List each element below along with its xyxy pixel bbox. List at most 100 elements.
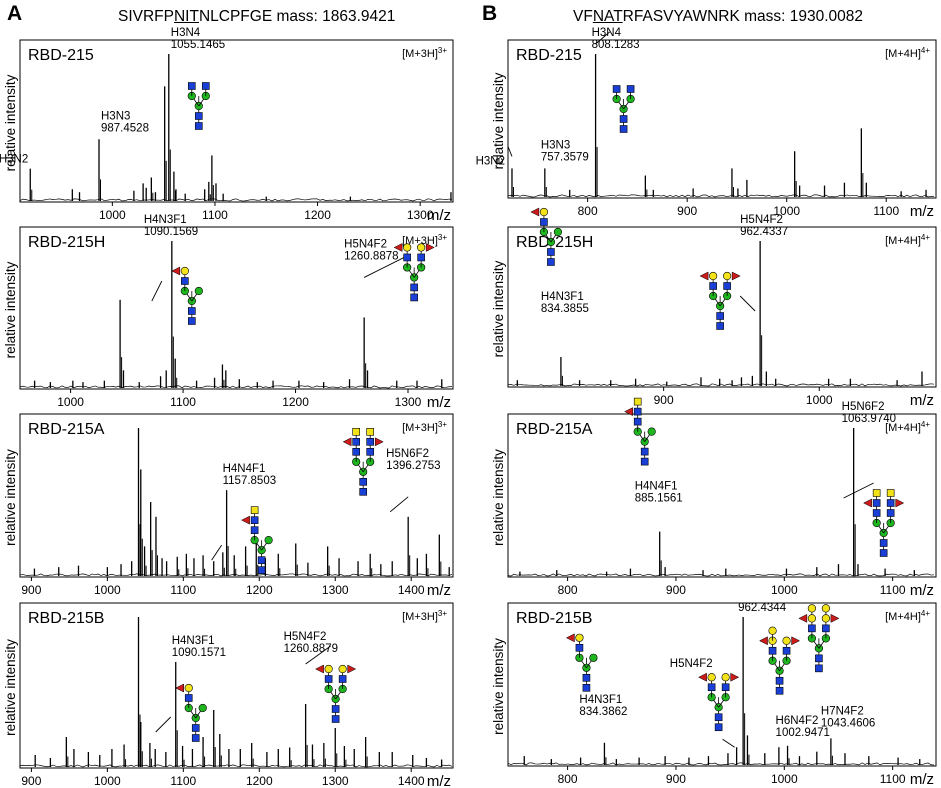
galactose-circle <box>539 207 549 217</box>
ion-state-charge: 3+ <box>438 233 447 242</box>
annotation-leader <box>722 738 735 748</box>
x-tick-label: 1000 <box>94 774 121 788</box>
fucose-triangle <box>863 498 872 508</box>
peak-annotation: H3N3 <box>541 139 570 151</box>
baseline-noise <box>507 194 935 198</box>
ion-state: [M+3H]3+ <box>402 233 447 248</box>
peak-annotation: H3N4 <box>592 27 622 39</box>
x-tick-label: 900 <box>654 393 674 407</box>
glcnac-square <box>716 312 724 320</box>
peak-annotation: H7N4F2 <box>821 705 864 717</box>
ion-state-charge: 4+ <box>921 46 930 55</box>
column-title-a-post: NLCPFGE mass: 1863.9421 <box>198 8 396 25</box>
peak-annotation: H4N3F1 <box>579 694 622 706</box>
x-tick-label: 1300 <box>407 208 434 222</box>
annotation-leader <box>507 146 513 157</box>
peak-annotation: H4N3F1 <box>541 291 584 303</box>
x-tick-label: 1100 <box>880 772 906 786</box>
glcnac-square <box>359 487 367 496</box>
glcnac-square <box>640 447 649 456</box>
glcnac-square <box>366 427 374 436</box>
y-axis-label: relative intensity <box>491 260 506 357</box>
x-axis-label: m/z <box>910 203 934 220</box>
fucose-triangle <box>791 636 801 646</box>
peak-annotation: 1063.9740 <box>842 413 896 425</box>
x-tick-label: 1200 <box>246 583 273 597</box>
ion-state-charge: 3+ <box>438 420 447 429</box>
fucose-triangle <box>565 633 575 643</box>
annotation-leader <box>843 482 874 499</box>
annotation-leader <box>363 257 405 278</box>
ion-state-formula: [M+4H] <box>885 611 921 623</box>
glycan-h5n4f2 <box>699 271 741 330</box>
x-axis-label: m/z <box>910 771 934 788</box>
glcnac-square <box>575 643 584 652</box>
peak-annotation: 1043.4606 <box>821 717 875 729</box>
x-tick-label: 1100 <box>202 208 228 222</box>
x-tick-label: 1100 <box>170 395 196 409</box>
x-tick-label: 1300 <box>395 395 422 409</box>
plot-frame <box>507 413 937 578</box>
fucose-triangle <box>830 613 840 623</box>
column-title-b-sequon: NAT <box>592 8 623 25</box>
glycan-h7n4f2 <box>798 604 840 673</box>
glycan-h4n4f1 <box>624 397 656 466</box>
peak-annotation: H5N6F2 <box>386 448 429 460</box>
glcnac-square <box>410 293 418 302</box>
ion-state-formula: [M+3H] <box>402 235 438 247</box>
glcnac-square <box>187 82 196 90</box>
glcnac-square <box>201 82 210 90</box>
baseline-noise <box>507 762 935 766</box>
fucose-triangle <box>698 672 707 682</box>
glcnac-square <box>721 683 730 692</box>
glcnac-square <box>879 549 888 557</box>
peak-annotation: 834.3862 <box>579 706 627 718</box>
glycan-h5n4f2 <box>393 243 435 302</box>
mannose-circle <box>589 653 598 662</box>
fucose-triangle <box>730 672 740 682</box>
ion-state-charge: 4+ <box>921 233 930 242</box>
ion-state-formula: [M+3H] <box>402 611 438 623</box>
ion-state-formula: [M+4H] <box>885 235 921 247</box>
x-tick-label: 900 <box>21 583 41 597</box>
glcnac-square <box>815 664 823 673</box>
galactose-circle <box>782 636 791 645</box>
sample-title: RBD-215A <box>516 421 593 438</box>
galactose-circle <box>821 604 830 613</box>
spectrum-panel-a2: 1000 1100 1200 1300 m/z relative intensity RBD… <box>3 214 454 411</box>
peak-annotation: H6N4F2 <box>776 715 819 727</box>
galactose-circle <box>721 673 730 682</box>
peak-annotation: H3N2 <box>476 155 505 167</box>
peak-annotation: 885.1561 <box>635 493 683 505</box>
spectrum-panel-b4: 800 900 1000 1100 m/z relative intensity RBD-2… <box>491 602 937 788</box>
glcnac-square <box>331 715 340 723</box>
glcnac-square <box>352 447 360 456</box>
ion-state-formula: [M+4H] <box>885 48 921 60</box>
peak-annotation: H4N4F1 <box>635 481 678 493</box>
glcnac-square <box>338 675 347 683</box>
plot-frame <box>19 39 454 203</box>
glcnac-square <box>188 317 196 325</box>
glcnac-square <box>714 713 723 722</box>
glcnac-square <box>547 248 555 256</box>
ion-state-formula: [M+3H] <box>402 422 438 434</box>
glycan-h4n4f1 <box>241 506 273 574</box>
fucose-triangle <box>171 266 181 276</box>
glcnac-square <box>633 397 642 406</box>
spectrum-panel-a4: 900 1000 1100 1200 1300 1400 m/z relative inten… <box>3 602 454 788</box>
glycan-h4n3f1 <box>565 633 598 692</box>
baseline-noise <box>507 573 935 577</box>
glcnac-square <box>714 723 723 732</box>
peak-annotation: 834.3855 <box>541 303 589 315</box>
glcnac-square <box>352 427 360 436</box>
x-tick-label: 1300 <box>322 774 349 788</box>
sample-title: RBD-215H <box>28 234 105 251</box>
y-axis-label: relative intensity <box>491 72 506 169</box>
galactose-circle <box>807 614 816 623</box>
x-tick-label: 800 <box>558 583 578 597</box>
peak-annotation: 1002.9471 <box>776 727 830 739</box>
glcnac-square <box>886 499 895 507</box>
fucose-triangle <box>731 271 741 281</box>
galactose-circle <box>180 266 189 276</box>
galactose-circle <box>768 626 777 635</box>
